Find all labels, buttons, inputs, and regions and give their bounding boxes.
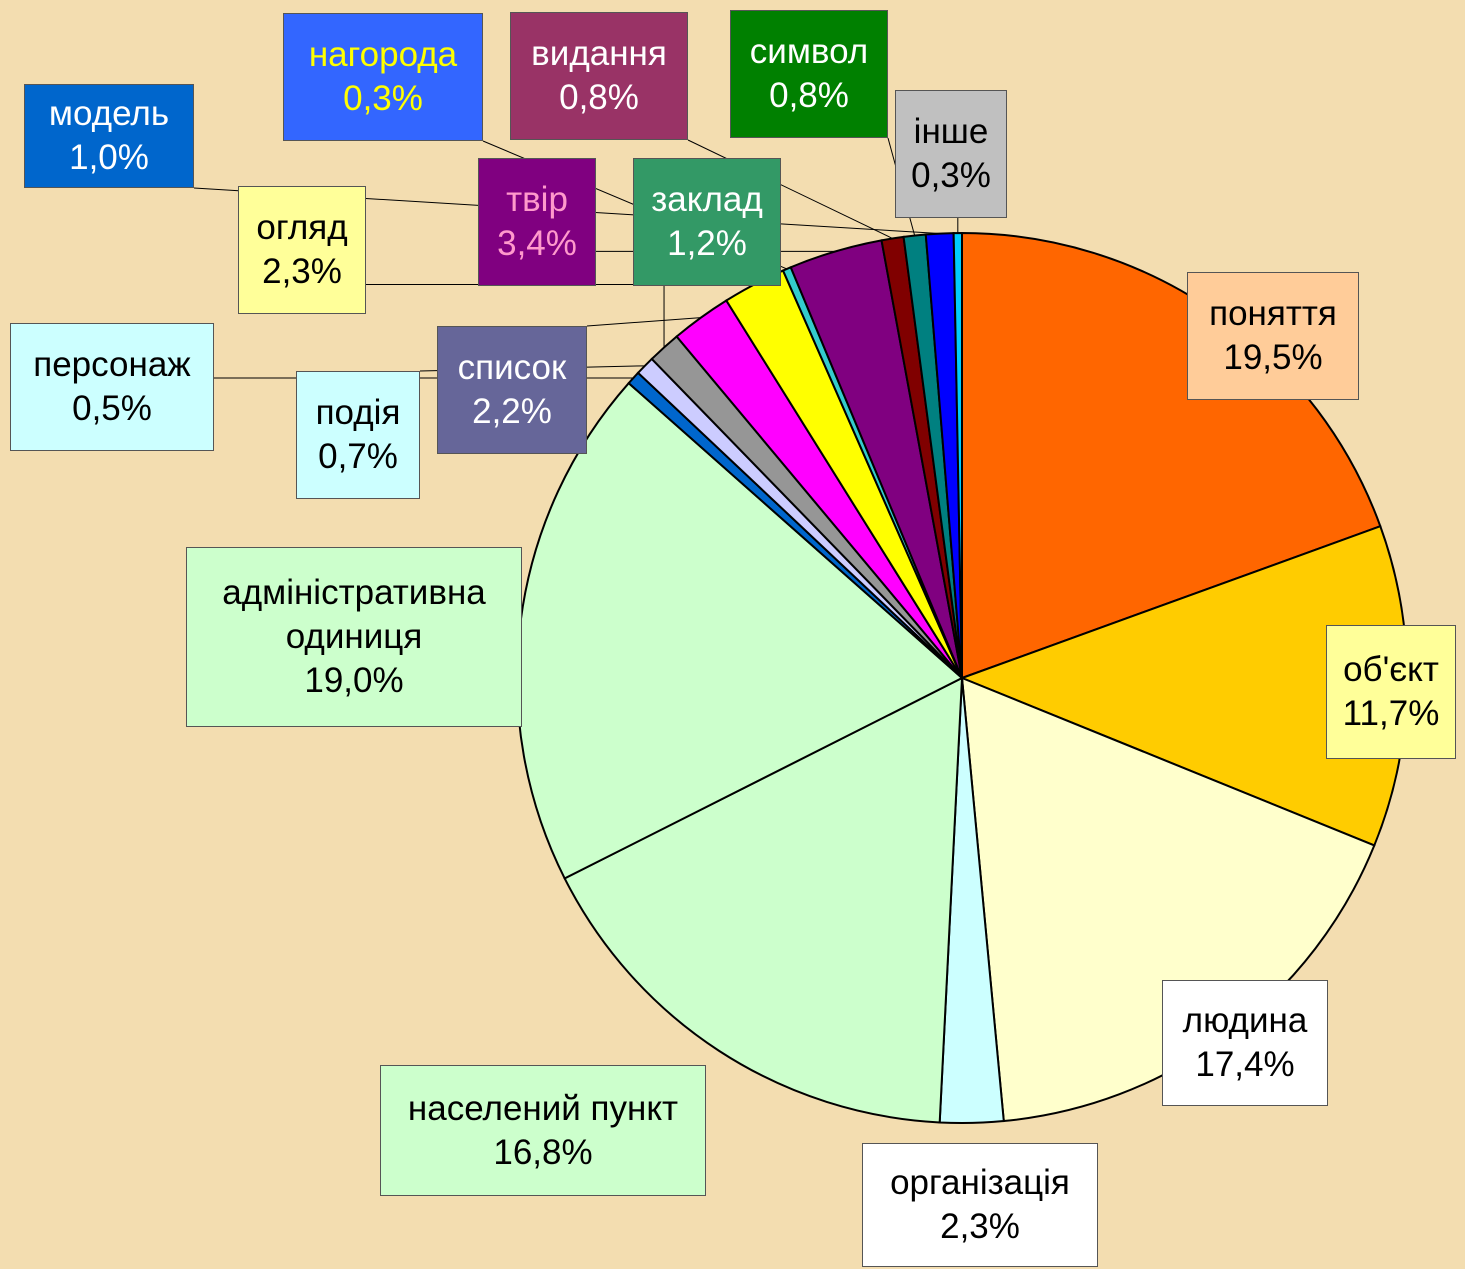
data-label: огляд 2,3% — [238, 186, 366, 314]
label-name: людина — [1182, 1001, 1308, 1040]
label-name: твір — [506, 180, 568, 219]
data-label: видання 0,8% — [510, 12, 688, 140]
label-value: 2,3% — [262, 252, 342, 291]
label-name: поняття — [1209, 294, 1337, 333]
data-label: твір 3,4% — [478, 158, 596, 286]
leader-line — [586, 317, 701, 327]
data-label: подія 0,7% — [296, 371, 420, 499]
label-name: нагорода — [308, 35, 458, 74]
data-label: об'єкт 11,7% — [1326, 625, 1456, 759]
data-label: модель 1,0% — [24, 84, 194, 188]
data-label: населений пункт 16,8% — [380, 1065, 706, 1196]
label-value: 3,4% — [497, 224, 577, 263]
label-value: 11,7% — [1342, 694, 1440, 733]
data-label: список 2,2% — [437, 326, 587, 454]
label-name: модель — [48, 94, 170, 133]
data-label: персонаж 0,5% — [10, 323, 214, 451]
label-name: огляд — [256, 208, 348, 247]
label-value: 0,3% — [911, 156, 991, 195]
label-value: 16,8% — [493, 1132, 593, 1172]
label-value: 0,8% — [559, 78, 639, 117]
data-label: інше 0,3% — [895, 90, 1007, 218]
label-value: 0,8% — [769, 76, 849, 115]
label-name: населений пункт — [407, 1088, 679, 1128]
label-value: 0,3% — [343, 79, 423, 118]
data-label: нагорода 0,3% — [283, 13, 483, 141]
label-name: список — [457, 348, 567, 387]
label-value: 1,0% — [69, 138, 149, 177]
label-value: 17,4% — [1195, 1045, 1295, 1084]
leader-line — [687, 139, 893, 239]
label-value: 2,3% — [940, 1207, 1020, 1246]
label-value: 2,2% — [472, 392, 552, 431]
label-name: символ — [749, 32, 869, 71]
pie-slice — [563, 676, 964, 1124]
data-label: адміністративна одиниця 19,0% — [186, 547, 522, 727]
label-name: подія — [315, 393, 401, 432]
label-name: адміністративна одиниця — [222, 573, 486, 656]
label-name: організація — [890, 1163, 1070, 1202]
data-label: організація 2,3% — [862, 1143, 1098, 1267]
data-label: людина 17,4% — [1162, 980, 1328, 1106]
label-name: персонаж — [33, 345, 191, 384]
data-label: поняття 19,5% — [1187, 272, 1359, 400]
pie-slice — [952, 231, 963, 679]
label-name: інше — [913, 112, 989, 151]
label-name: заклад — [651, 180, 763, 219]
data-label: заклад 1,2% — [633, 158, 781, 286]
label-value: 19,0% — [304, 661, 404, 700]
label-name: видання — [531, 34, 667, 73]
label-value: 1,2% — [667, 224, 747, 263]
label-name: об'єкт — [1343, 650, 1439, 689]
data-label: символ 0,8% — [730, 10, 888, 138]
label-value: 0,5% — [72, 389, 152, 428]
label-value: 0,7% — [318, 437, 398, 476]
label-value: 19,5% — [1223, 338, 1323, 377]
